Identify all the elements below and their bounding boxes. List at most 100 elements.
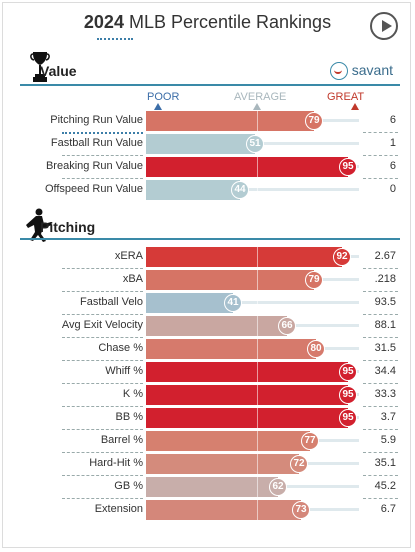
percentile-bar xyxy=(146,431,310,451)
metric-value: 6 xyxy=(389,114,396,126)
metric-row-extension[interactable]: Extension 73 6.7 xyxy=(0,500,415,520)
average-line xyxy=(257,477,258,497)
metric-label: Fastball Run Value xyxy=(50,137,143,149)
metric-label: Hard-Hit % xyxy=(89,457,143,469)
row-divider xyxy=(363,268,398,269)
metric-label: Pitching Run Value xyxy=(50,114,143,126)
metric-row-chase[interactable]: Chase % 80 31.5 xyxy=(0,339,415,361)
percentile-bubble[interactable]: 73 xyxy=(292,501,310,519)
row-divider xyxy=(363,429,398,430)
metric-row-hard-hit[interactable]: Hard-Hit % 72 35.1 xyxy=(0,454,415,476)
row-divider xyxy=(363,360,398,361)
percentile-bubble[interactable]: 79 xyxy=(305,271,323,289)
row-divider xyxy=(62,406,143,407)
row-divider xyxy=(363,314,398,315)
average-line xyxy=(257,180,258,200)
savant-icon xyxy=(329,62,348,81)
metric-row-avg-exit-velocity[interactable]: Avg Exit Velocity 66 88.1 xyxy=(0,316,415,338)
metric-label: Whiff % xyxy=(105,365,143,377)
metric-label: Extension xyxy=(94,503,143,515)
average-line xyxy=(257,431,258,451)
section-label-value: Value xyxy=(40,63,77,79)
title-underline xyxy=(97,38,133,40)
row-divider xyxy=(363,178,398,179)
percentile-bar xyxy=(146,293,233,313)
row-divider xyxy=(62,155,143,156)
savant-logo[interactable]: savant xyxy=(329,62,393,81)
metric-value: 0 xyxy=(389,183,396,195)
play-icon[interactable] xyxy=(370,12,398,40)
percentile-bar xyxy=(146,339,316,359)
metric-row-k[interactable]: K % 95 33.3 xyxy=(0,385,415,407)
metric-value: 6.7 xyxy=(380,503,396,515)
average-line xyxy=(257,500,258,520)
section-label-pitching: Pitching xyxy=(40,219,96,235)
metric-row-xba[interactable]: xBA 79 .218 xyxy=(0,270,415,292)
percentile-bubble[interactable]: 41 xyxy=(224,294,242,312)
percentile-bubble[interactable]: 95 xyxy=(339,409,357,427)
great-marker-icon xyxy=(351,103,359,110)
row-divider xyxy=(62,383,143,384)
percentile-bar xyxy=(146,270,314,290)
metric-label: Offspeed Run Value xyxy=(44,183,143,195)
percentile-bubble[interactable]: 95 xyxy=(339,158,357,176)
row-divider xyxy=(62,337,143,338)
metric-row-barrel[interactable]: Barrel % 77 5.9 xyxy=(0,431,415,453)
percentile-bar xyxy=(146,247,342,267)
average-line xyxy=(257,247,258,267)
percentile-bar xyxy=(146,362,348,382)
title-text: MLB Percentile Rankings xyxy=(128,12,332,32)
section-divider-pitching xyxy=(20,238,400,240)
scale-poor-label: POOR xyxy=(147,91,180,103)
percentile-bar xyxy=(146,477,278,497)
row-divider xyxy=(62,360,143,361)
metric-value: 35.1 xyxy=(374,457,396,469)
metric-value: 1 xyxy=(389,137,396,149)
percentile-bubble[interactable]: 95 xyxy=(339,386,357,404)
metric-row-breaking-run-value[interactable]: Breaking Run Value 95 6 xyxy=(0,157,415,179)
metric-row-xera[interactable]: xERA 92 2.67 xyxy=(0,247,415,269)
metric-value: 31.5 xyxy=(374,342,396,354)
metric-row-offspeed-run-value[interactable]: Offspeed Run Value 44 0 xyxy=(0,180,415,200)
average-line xyxy=(257,111,258,131)
page-title: 2024 MLB Percentile Rankings xyxy=(0,12,415,33)
metric-row-pitching-run-value[interactable]: Pitching Run Value 79 6 xyxy=(0,111,415,134)
metric-row-gb[interactable]: GB % 62 45.2 xyxy=(0,477,415,499)
metric-value: 88.1 xyxy=(374,319,396,331)
average-line xyxy=(257,362,258,382)
savant-label: savant xyxy=(351,62,393,78)
row-divider xyxy=(363,132,398,133)
metric-value: 34.4 xyxy=(374,365,396,377)
average-line xyxy=(257,157,258,177)
percentile-bubble[interactable]: 79 xyxy=(305,112,323,130)
metric-value: 3.7 xyxy=(380,411,396,423)
poor-marker-icon xyxy=(154,103,162,110)
percentile-bubble[interactable]: 44 xyxy=(231,181,249,199)
metric-row-whiff[interactable]: Whiff % 95 34.4 xyxy=(0,362,415,384)
metric-value: 93.5 xyxy=(374,296,396,308)
percentile-bubble[interactable]: 77 xyxy=(301,432,319,450)
row-divider xyxy=(62,475,143,476)
percentile-bar xyxy=(146,157,348,177)
average-marker-icon xyxy=(253,103,261,110)
average-line xyxy=(257,293,258,313)
percentile-bubble[interactable]: 66 xyxy=(278,317,296,335)
percentile-bubble[interactable]: 51 xyxy=(246,135,264,153)
percentile-bubble[interactable]: 80 xyxy=(307,340,325,358)
metric-value: 33.3 xyxy=(374,388,396,400)
row-divider xyxy=(62,314,143,315)
average-line xyxy=(257,316,258,336)
row-divider xyxy=(62,498,143,499)
percentile-bubble[interactable]: 92 xyxy=(333,248,351,266)
metric-label: Barrel % xyxy=(100,434,143,446)
percentile-bubble[interactable]: 62 xyxy=(269,478,287,496)
trophy-icon xyxy=(30,52,50,82)
row-divider xyxy=(363,452,398,453)
metric-row-fastball-velo[interactable]: Fastball Velo 41 93.5 xyxy=(0,293,415,315)
metric-row-bb[interactable]: BB % 95 3.7 xyxy=(0,408,415,430)
metric-label: GB % xyxy=(114,480,143,492)
percentile-bubble[interactable]: 72 xyxy=(290,455,308,473)
metric-row-fastball-run-value[interactable]: Fastball Run Value 51 1 xyxy=(0,134,415,156)
scale-average-label: AVERAGE xyxy=(234,91,287,103)
percentile-bubble[interactable]: 95 xyxy=(339,363,357,381)
